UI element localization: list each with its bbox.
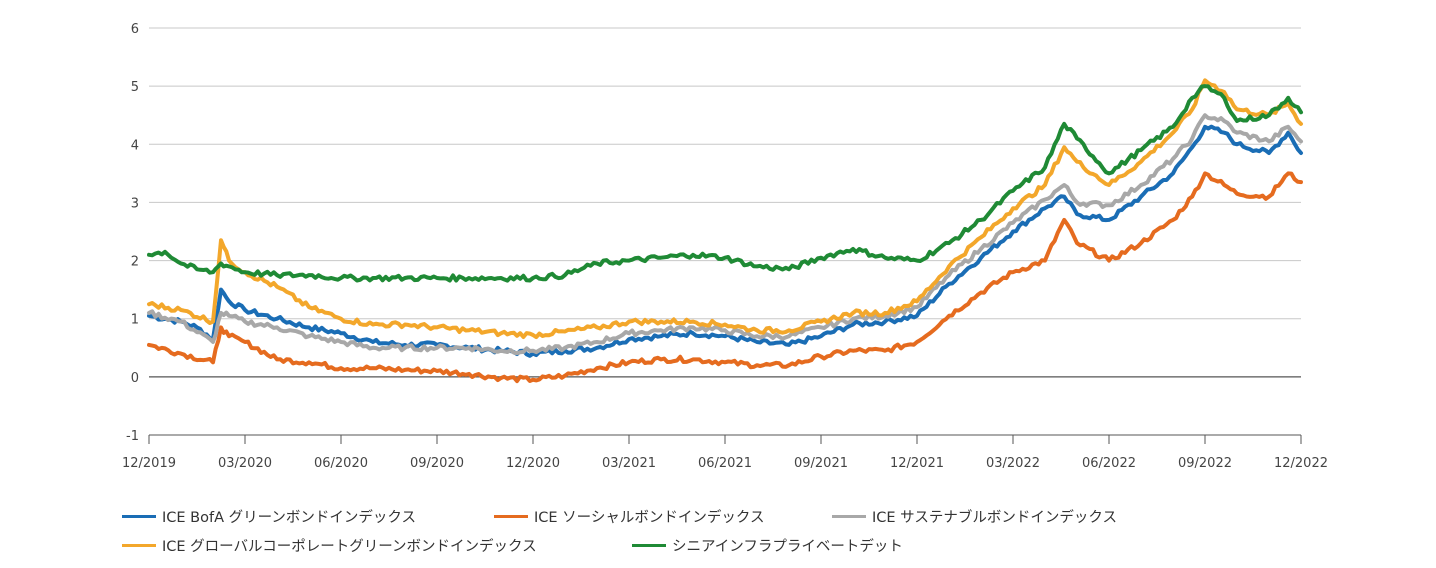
legend-swatch-orange [494,515,528,518]
legend-swatch-gray [832,515,866,518]
series-line-3 [147,78,1303,340]
x-tick-label: 06/2022 [1082,456,1136,471]
series-line-4 [147,84,1303,283]
x-tick-label: 12/2020 [506,456,560,471]
y-tick-label: 5 [131,80,139,95]
x-tick-label: 06/2020 [314,456,368,471]
legend-swatch-blue [122,515,156,518]
series-line-1 [147,171,1303,384]
legend-label: ICE グローバルコーポレートグリーンボンドインデックス [162,539,537,555]
x-tick-label: 09/2022 [1178,456,1232,471]
x-tick-label: 03/2021 [602,456,656,471]
x-tick-label: 03/2022 [986,456,1040,471]
series-line-2 [147,113,1303,356]
legend-swatch-green [632,544,666,547]
legend-label: ICE ソーシャルボンドインデックス [534,510,765,526]
y-tick-label: 0 [131,371,139,386]
y-axis-ticks: 6 5 4 3 2 1 0 -1 [126,22,139,444]
series-lines [147,78,1303,384]
x-tick-label: 03/2020 [218,456,272,471]
x-tick-label: 06/2021 [698,456,752,471]
legend-item-ice-global-corp-green: ICE グローバルコーポレートグリーンボンドインデックス [122,535,632,556]
y-tick-label: 3 [131,196,139,211]
legend-label: シニアインフラプライベートデット [672,539,903,555]
legend-item-ice-bofa-green: ICE BofA グリーンボンドインデックス [122,506,494,527]
legend-item-ice-social: ICE ソーシャルボンドインデックス [494,506,832,527]
legend-row: ICE BofA グリーンボンドインデックス ICE ソーシャルボンドインデック… [122,502,1322,531]
y-tick-label: 6 [131,22,139,37]
legend-item-senior-infra-debt: シニアインフラプライベートデット [632,535,903,556]
legend-label: ICE サステナブルボンドインデックス [872,510,1117,526]
y-tick-label: -1 [126,429,139,444]
y-tick-label: 2 [131,255,139,270]
legend-row: ICE グローバルコーポレートグリーンボンドインデックス シニアインフラプライベ… [122,531,1322,560]
x-tick-label: 09/2020 [410,456,464,471]
legend: ICE BofA グリーンボンドインデックス ICE ソーシャルボンドインデック… [122,502,1322,560]
legend-item-ice-sustainable: ICE サステナブルボンドインデックス [832,506,1117,527]
x-axis: 12/2019 03/2020 06/2020 09/2020 12/2020 03/20… [122,434,1328,471]
legend-label: ICE BofA グリーンボンドインデックス [162,510,416,526]
y-tick-label: 1 [131,313,139,328]
legend-swatch-yellow [122,544,156,547]
y-tick-label: 4 [131,138,139,153]
x-tick-label: 09/2021 [794,456,848,471]
x-tick-label: 12/2022 [1274,456,1328,471]
x-tick-label: 12/2019 [122,456,176,471]
x-tick-label: 12/2021 [890,456,944,471]
series-line-0 [147,124,1303,358]
